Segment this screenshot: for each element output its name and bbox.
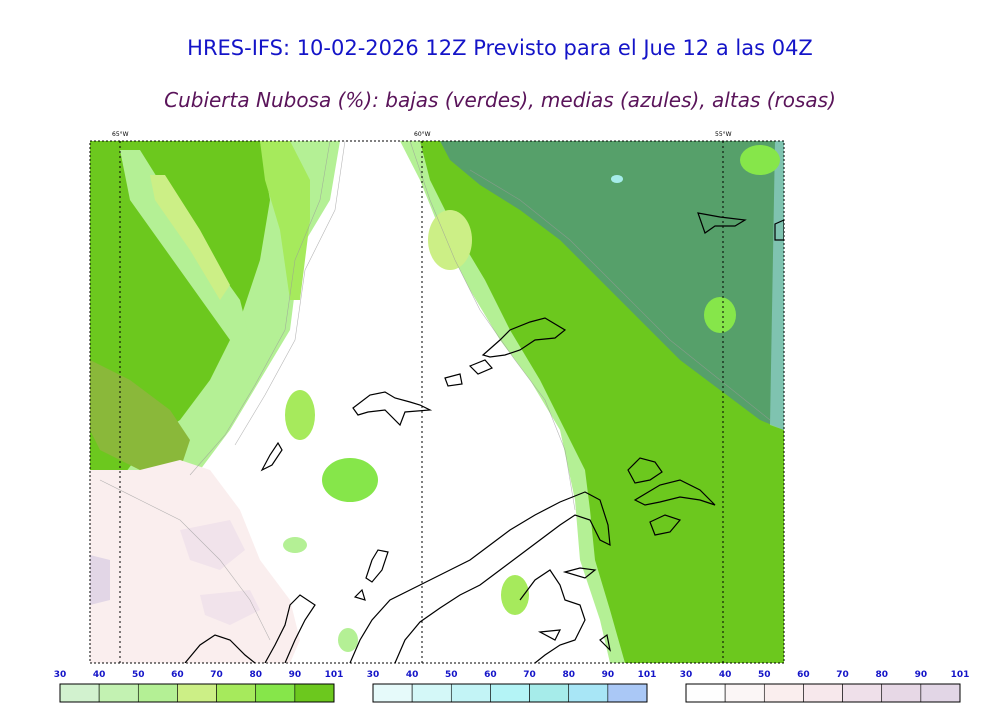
- colorbar-tick-label: 101: [951, 670, 970, 680]
- mid-cloud-patch-1: [704, 297, 736, 333]
- colorbar-bajas: 30 40 50 60 70 80 90 101: [54, 670, 344, 703]
- colorbar-swatch: [59, 683, 100, 703]
- coast-southwest: [184, 634, 256, 663]
- colorbar-tick-label: 101: [638, 670, 657, 680]
- mid-cloud-northeast-edge: [770, 141, 784, 430]
- colorbar-swatch: [177, 683, 217, 703]
- colorbar-swatch: [842, 683, 883, 703]
- mid-cloud-patch-3: [611, 175, 623, 183]
- island-6: [627, 457, 663, 484]
- island-4: [444, 373, 463, 387]
- cloud-patch-c: [283, 537, 307, 553]
- island-12: [353, 588, 366, 601]
- colorbar-swatch: [568, 683, 609, 703]
- lon-label-65w: 65°W: [112, 131, 129, 138]
- colorbar-tick-label: 70: [836, 670, 849, 680]
- colorbar-tick-label: 90: [289, 670, 302, 680]
- coastlines: [184, 212, 784, 663]
- island-8: [649, 514, 682, 536]
- high-cloud-southwest-inner2: [200, 590, 260, 625]
- lon-label-60w: 60°W: [414, 131, 431, 138]
- colorbar-tick-label: 30: [367, 670, 380, 680]
- colorbar-swatch: [137, 683, 178, 703]
- colorbar-frame: [59, 683, 335, 703]
- colorbar-medias: 30 40 50 60 70 80 90 101: [367, 670, 657, 703]
- high-cloud-west-edge: [90, 555, 110, 605]
- colorbars: 30 40 50 60 70 80 90 101 30 40 50 60 70 80 90 101 30 40 50…: [54, 670, 970, 703]
- colorbar-swatch: [724, 683, 765, 703]
- colorbar-tick-label: 101: [325, 670, 344, 680]
- island-10: [537, 629, 562, 641]
- colorbar-swatch: [372, 683, 413, 703]
- cloud-patch-a: [285, 390, 315, 440]
- colorbar-swatch: [216, 683, 257, 703]
- colorbar-tick-label: 70: [523, 670, 536, 680]
- colorbar-tick-label: 50: [758, 670, 771, 680]
- colorbar-swatch: [529, 683, 570, 703]
- colorbar-swatch: [685, 683, 726, 703]
- coast-southwest-2: [264, 594, 316, 663]
- cloud-patch-b: [322, 458, 378, 502]
- colorbar-swatch: [803, 683, 843, 703]
- meridian-lines: [119, 141, 724, 663]
- low-cloud-west-inner: [150, 175, 230, 300]
- island-9: [562, 567, 597, 579]
- cloud-patch-f: [428, 210, 472, 270]
- map-subtitle: Cubierta Nubosa (%): bajas (verdes), med…: [164, 88, 836, 112]
- colorbar-tick-label: 90: [915, 670, 928, 680]
- colorbar-tick-label: 60: [171, 670, 184, 680]
- coast-south: [349, 491, 611, 663]
- island-13: [599, 633, 611, 652]
- colorbar-tick-label: 50: [132, 670, 145, 680]
- colorbar-tick-label: 70: [210, 670, 223, 680]
- colorbar-tick-label: 80: [875, 670, 888, 680]
- map-title: HRES-IFS: 10-02-2026 12Z Previsto para e…: [187, 36, 813, 60]
- colorbar-swatch: [607, 683, 648, 703]
- colorbar-swatch: [490, 683, 530, 703]
- colorbar-tick-label: 30: [680, 670, 693, 680]
- colorbar-frame: [372, 683, 648, 703]
- colorbar-tick-label: 40: [719, 670, 732, 680]
- colorbar-swatch: [411, 683, 452, 703]
- low-cloud-west-finger: [260, 141, 310, 300]
- colorbar-frame: [685, 683, 961, 703]
- island-3: [468, 359, 493, 375]
- cloud-patch-e: [338, 628, 358, 652]
- colorbar-tick-label: 40: [406, 670, 419, 680]
- colorbar-tick-label: 40: [93, 670, 106, 680]
- mid-cloud-patch-2: [740, 145, 780, 175]
- island-1: [697, 212, 747, 234]
- island-7: [633, 479, 716, 506]
- coast-north: [481, 317, 567, 358]
- colorbar-swatch: [294, 683, 335, 703]
- coast-south-2: [519, 569, 586, 663]
- island-5: [260, 441, 283, 472]
- colorbar-tick-label: 60: [484, 670, 497, 680]
- lon-label-55w: 55°W: [715, 131, 732, 138]
- colorbar-swatch: [763, 683, 804, 703]
- colorbar-swatch: [98, 683, 139, 703]
- colorbar-swatch: [450, 683, 491, 703]
- coast-peninsula: [352, 391, 433, 427]
- cloud-patch-d: [501, 575, 529, 615]
- colorbar-tick-label: 30: [54, 670, 67, 680]
- colorbar-swatch: [920, 683, 961, 703]
- colorbar-tick-label: 90: [602, 670, 615, 680]
- colorbar-swatch: [255, 683, 296, 703]
- low-cloud-southwest-olive: [90, 360, 190, 470]
- high-cloud-southwest-inner: [180, 520, 245, 570]
- colorbar-swatch: [881, 683, 922, 703]
- colorbar-tick-label: 50: [445, 670, 458, 680]
- colorbar-tick-label: 80: [249, 670, 262, 680]
- island-11: [365, 549, 389, 583]
- island-2: [774, 219, 784, 241]
- colorbar-altas: 30 40 50 60 70 80 90 101: [680, 670, 970, 703]
- colorbar-tick-label: 80: [562, 670, 575, 680]
- cloud-field: [90, 141, 784, 663]
- colorbar-tick-label: 60: [797, 670, 810, 680]
